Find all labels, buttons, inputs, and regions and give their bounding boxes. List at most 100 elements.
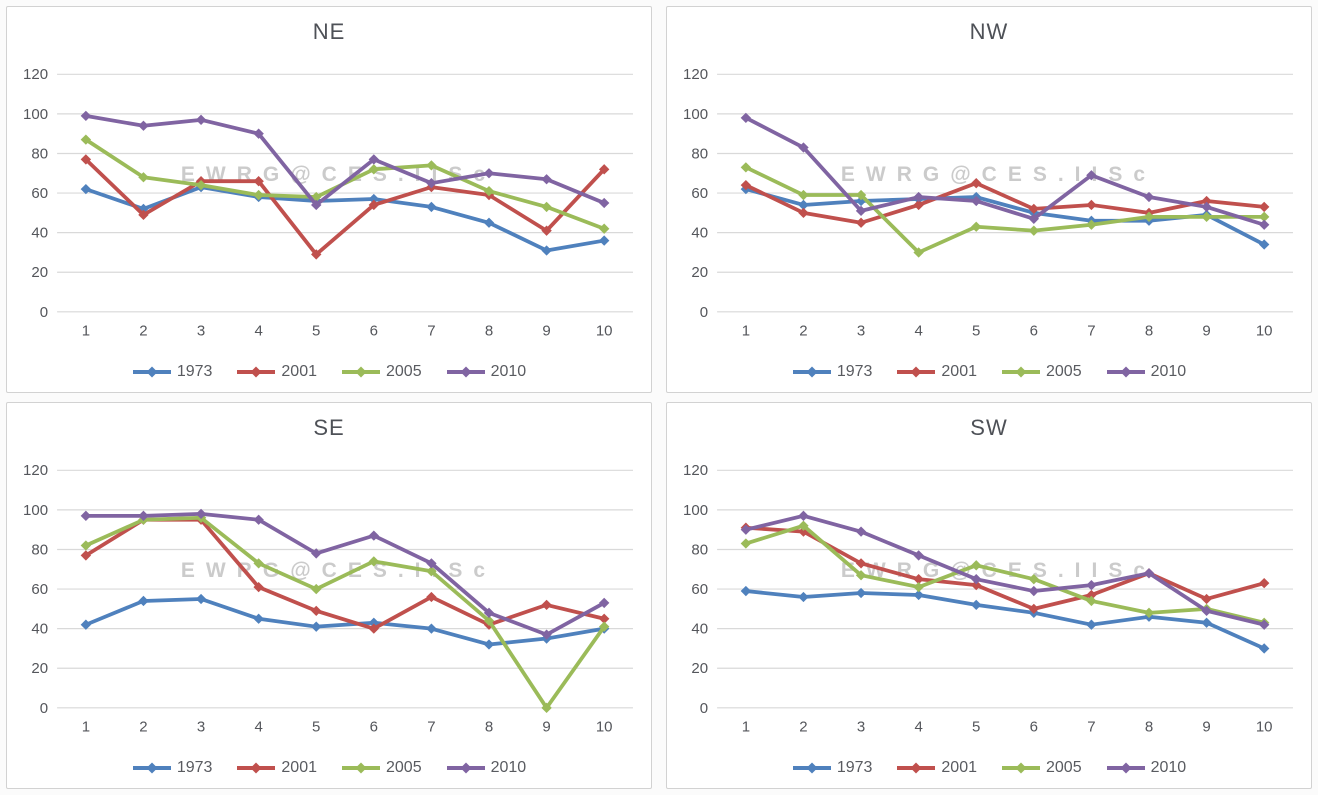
legend-label: 2001: [941, 759, 977, 776]
data-point-marker: [541, 245, 552, 256]
x-tick-label: 10: [596, 719, 613, 736]
data-point-marker: [913, 581, 924, 593]
x-tick-label: 6: [370, 323, 378, 340]
legend-label: 2010: [490, 363, 527, 380]
x-tick-label: 8: [1145, 323, 1153, 340]
line-chart-se: 0 20 40 60 80 100 120 1 2 3 4 5 6 7 8 9 10: [23, 462, 633, 736]
legend-marker-icon: [1106, 366, 1145, 378]
legend-item-1973: 1973: [132, 759, 213, 777]
legend-item-2005: 2005: [1001, 363, 1082, 381]
y-tick-label: 60: [691, 581, 708, 598]
data-point-marker: [798, 142, 809, 153]
x-tick-label: 4: [914, 719, 922, 736]
x-tick-label: 1: [82, 323, 90, 340]
x-tick-label: 5: [972, 323, 980, 340]
legend-label: 2005: [386, 363, 422, 380]
legend-label: 1973: [836, 363, 873, 380]
data-point-marker: [426, 623, 437, 634]
x-tick-label: 3: [197, 719, 205, 736]
data-point-marker: [1201, 605, 1212, 616]
legend-sw: 1973 2001 2005 2010: [667, 759, 1311, 777]
legend-label: 2005: [1046, 759, 1082, 776]
data-point-marker: [855, 526, 867, 537]
data-point-marker: [1258, 201, 1270, 213]
x-tick-label: 10: [596, 323, 613, 340]
data-point-marker: [1028, 203, 1040, 215]
series-line-2001: [743, 525, 1267, 611]
data-point-marker: [598, 197, 610, 209]
y-tick-label: 80: [31, 542, 48, 559]
y-tick-label: 80: [691, 146, 708, 163]
legend-label: 1973: [836, 759, 873, 776]
line-chart-ne: 0 20 40 60 80 100 120 1 2 3 4 5 6 7 8 9 10: [23, 66, 633, 340]
data-point-marker: [798, 207, 809, 219]
x-tick-label: 2: [139, 719, 147, 736]
chart-title-sw: SW: [970, 415, 1008, 440]
legend-marker-icon: [1002, 366, 1040, 378]
legend-marker-icon: [792, 366, 831, 378]
data-point-marker: [798, 510, 809, 521]
data-point-marker: [913, 550, 924, 561]
chart-title-nw: NW: [969, 19, 1009, 44]
x-tick-label: 3: [857, 323, 865, 340]
data-point-marker: [426, 178, 437, 189]
y-tick-label: 120: [683, 462, 708, 479]
chart-title-ne: NE: [312, 19, 346, 44]
data-point-marker: [598, 235, 610, 246]
y-tick-label: 100: [683, 502, 708, 519]
data-point-marker: [798, 199, 809, 211]
legend-label: 1973: [176, 759, 213, 776]
x-tick-label: 7: [427, 323, 435, 340]
data-point-marker: [740, 585, 752, 597]
y-tick-label: 40: [691, 621, 708, 638]
data-point-marker: [426, 160, 437, 171]
data-point-marker: [138, 510, 149, 521]
data-point-marker: [195, 508, 207, 519]
legend-marker-icon: [792, 762, 831, 774]
x-tick-label: 4: [254, 719, 262, 736]
y-tick-label: 40: [691, 225, 708, 242]
x-tick-label: 9: [542, 719, 550, 736]
legend-item-2001: 2001: [236, 759, 317, 777]
legend-item-2010: 2010: [1106, 363, 1186, 381]
x-tick-label: 2: [799, 719, 807, 736]
x-tick-label: 2: [139, 323, 147, 340]
legend-label: 2010: [490, 759, 527, 776]
data-point-marker: [1028, 603, 1040, 615]
data-point-marker: [368, 617, 380, 628]
data-point-marker: [1028, 585, 1040, 597]
y-tick-label: 20: [691, 660, 708, 677]
data-point-marker: [253, 613, 264, 624]
data-point-marker: [368, 164, 380, 175]
legend-marker-icon: [897, 366, 936, 378]
legend-label: 2001: [281, 759, 317, 776]
data-point-marker: [483, 168, 495, 179]
y-tick-label: 0: [40, 304, 48, 321]
y-tick-label: 100: [23, 502, 48, 519]
data-point-marker: [483, 639, 495, 650]
data-point-marker: [740, 524, 752, 535]
legend-marker-icon: [237, 762, 276, 774]
x-tick-label: 7: [1087, 323, 1095, 340]
series-line-2001: [743, 181, 1267, 225]
data-point-marker: [913, 191, 924, 203]
data-point-marker: [80, 510, 92, 521]
data-point-marker: [1201, 195, 1212, 207]
legend-item-2001: 2001: [896, 363, 977, 381]
y-tick-label: 100: [23, 106, 48, 123]
series-line-2005: [83, 515, 607, 710]
data-point-marker: [253, 176, 264, 187]
data-point-marker: [971, 574, 982, 585]
legend-item-1973: 1973: [792, 363, 873, 381]
data-point-marker: [598, 223, 610, 234]
legend-label: 1973: [176, 363, 213, 380]
x-tick-label: 2: [799, 323, 807, 340]
legend-item-2005: 2005: [341, 363, 422, 381]
legend-marker-icon: [1002, 762, 1040, 774]
y-tick-label: 60: [31, 581, 48, 598]
legend-item-2001: 2001: [896, 759, 977, 777]
series-line-2005: [743, 523, 1267, 625]
legend-item-2010: 2010: [446, 759, 527, 777]
data-point-marker: [1201, 593, 1212, 605]
